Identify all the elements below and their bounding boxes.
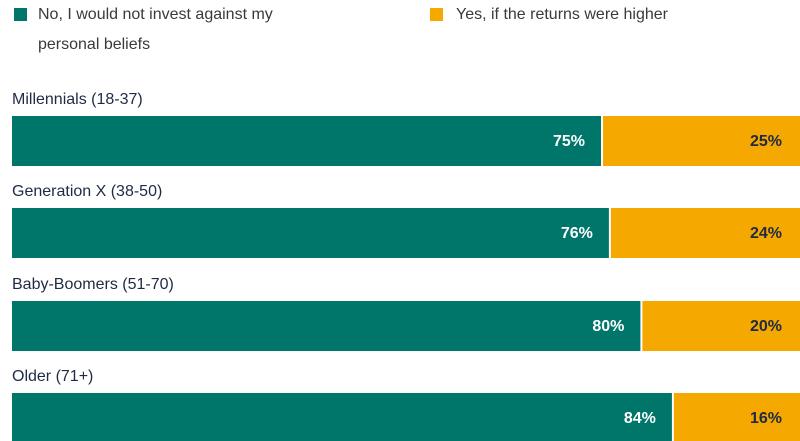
legend-swatch [430,8,443,21]
legend-label: No, I would not invest against my person… [38,6,273,53]
category-label: Baby-Boomers (51-70) [12,276,174,293]
value-label: 16% [750,410,782,427]
bar-segment [12,301,641,351]
value-label: 25% [750,133,782,150]
value-label: 20% [750,318,782,335]
category-label: Older (71+) [12,368,93,385]
legend-swatch [14,8,27,21]
bar-segment [12,116,601,166]
value-label: 80% [592,318,624,335]
legend-label: Yes, if the returns were higher [456,6,668,23]
category-label: Generation X (38-50) [12,183,162,200]
category-label: Millennials (18-37) [12,91,143,108]
value-label: 75% [553,133,585,150]
bar-segment [12,208,609,258]
value-label: 76% [561,225,593,242]
value-label: 84% [624,410,656,427]
bar-segment [12,393,672,441]
bar-segment [610,208,800,258]
bar-segment [603,116,800,166]
bar-segment [642,301,800,351]
bar-segment [673,393,800,441]
value-label: 24% [750,225,782,242]
